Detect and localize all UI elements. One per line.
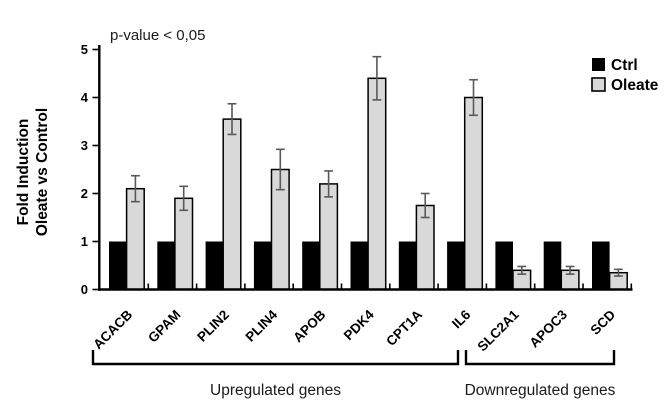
bar-ctrl-CPT1A: [398, 241, 417, 290]
legend-swatch-ctrl: [592, 58, 605, 71]
y-axis-ticks: 0 1 2 3 4 5: [81, 42, 100, 297]
x-label-PLIN4: PLIN4: [243, 307, 281, 345]
x-axis-ticks: [147, 283, 633, 290]
bar-oleate-IL6: [463, 96, 484, 291]
error-bar-ACACB: [131, 174, 140, 203]
axes-layer: [98, 45, 633, 291]
legend-swatch-oleate: [591, 77, 606, 92]
y-tick-label-3: 3: [81, 138, 88, 153]
error-bar-SCD: [614, 268, 623, 277]
y-axis-title: Fold Induction Oleate vs Control: [15, 108, 51, 236]
error-bar-GPAM: [179, 185, 189, 212]
x-label-CPT1A: CPT1A: [383, 307, 425, 349]
y-tick-label-1: 1: [81, 234, 88, 249]
bar-oleate-PDK4: [367, 77, 387, 291]
error-bars-layer: [131, 55, 623, 277]
bar-ctrl-PLIN4: [253, 241, 272, 290]
error-bar-PLIN2: [227, 102, 237, 136]
bar-oleate-PLIN2: [222, 118, 242, 291]
y-tick-label-2: 2: [81, 186, 88, 201]
error-bar-APOC3: [565, 265, 575, 275]
bar-ctrl-ACACB: [109, 241, 127, 290]
error-bar-PDK4: [372, 55, 382, 101]
category-brackets: [91, 350, 616, 366]
bar-ctrl-IL6: [447, 241, 465, 290]
y-tick-label-4: 4: [81, 90, 89, 105]
x-axis-labels: ACACB GPAM PLIN2 PLIN4 APOB PDK4 CPT1A IL6 SLC2A…: [90, 307, 618, 355]
bar-ctrl-APOC3: [543, 241, 562, 290]
x-label-SLC2A1: SLC2A1: [475, 307, 523, 355]
x-label-GPAM: GPAM: [145, 307, 184, 346]
bar-ctrl-PDK4: [350, 241, 369, 290]
bar-oleate-APOB: [319, 183, 339, 291]
y-axis-title-line2: Oleate vs Control: [34, 108, 51, 236]
x-label-APOC3: APOC3: [527, 307, 571, 351]
bar-ctrl-SLC2A1: [495, 241, 513, 290]
p-value-annotation: p-value < 0,05: [110, 27, 206, 44]
error-bar-APOB: [324, 170, 333, 198]
x-label-IL6: IL6: [449, 307, 474, 332]
bar-ctrl-PLIN2: [205, 241, 224, 290]
y-axis-title-line1: Fold Induction: [15, 119, 32, 226]
downregulated-group-label: Downregulated genes: [465, 382, 616, 399]
legend-label-ctrl: Ctrl: [611, 57, 638, 74]
y-tick-label-0: 0: [81, 282, 88, 297]
x-label-PLIN2: PLIN2: [194, 307, 232, 345]
bar-oleate-GPAM: [174, 197, 194, 291]
bracket-downregulated: [464, 350, 616, 366]
x-label-ACACB: ACACB: [90, 307, 135, 352]
bar-oleate-ACACB: [125, 187, 145, 291]
x-label-SCD: SCD: [588, 307, 619, 338]
bar-ctrl-SCD: [592, 241, 610, 290]
bar-ctrl-APOB: [302, 241, 320, 290]
error-bar-IL6: [469, 78, 478, 117]
legend-label-oleate: Oleate: [611, 77, 659, 94]
y-tick-label-5: 5: [81, 42, 88, 57]
x-label-APOB: APOB: [290, 307, 328, 345]
bars-layer: [109, 77, 628, 291]
legend: Ctrl Oleate: [591, 57, 659, 94]
bar-ctrl-GPAM: [157, 241, 175, 290]
error-bar-PLIN4: [275, 148, 285, 191]
error-bar-CPT1A: [420, 192, 430, 219]
x-label-PDK4: PDK4: [341, 307, 377, 343]
upregulated-group-label: Upregulated genes: [210, 382, 341, 399]
error-bar-SLC2A1: [517, 265, 527, 275]
bracket-upregulated: [91, 350, 460, 366]
